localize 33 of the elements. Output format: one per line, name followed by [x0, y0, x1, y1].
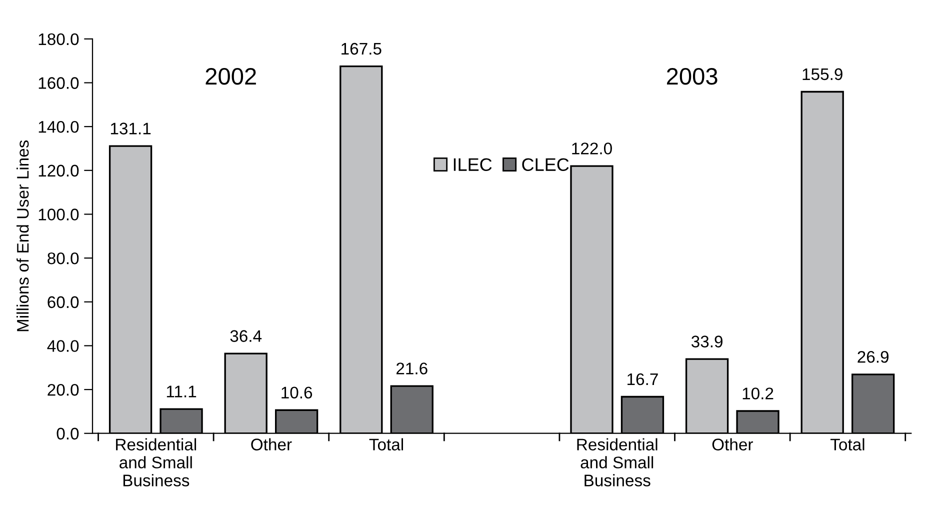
data-label: 131.1	[110, 122, 151, 134]
y-tick-label: 40.0	[47, 340, 79, 352]
y-tick-label: 120.0	[38, 164, 79, 177]
x-tick-label: Residential and Small Business	[116, 438, 196, 486]
y-tick-label: 140.0	[38, 120, 79, 133]
x-tick-label: Residential and Small Business	[577, 438, 658, 486]
y-tick-label: 80.0	[48, 252, 79, 264]
y-tick-label: 60.0	[48, 296, 79, 308]
data-label: 167.5	[342, 42, 382, 55]
annotation: 2003	[666, 68, 718, 85]
y-tick-label: 0.0	[56, 428, 79, 440]
data-label: 36.4	[230, 330, 262, 342]
y-tick-label: 180.0	[38, 33, 79, 46]
x-tick-label: Total	[830, 438, 864, 450]
y-tick-label: 20.0	[48, 384, 79, 396]
data-label: 16.7	[628, 373, 658, 386]
x-tick-label: Total	[369, 438, 403, 450]
y-axis-title: Millions of End User Lines	[16, 140, 29, 332]
x-tick-label: Other	[712, 438, 753, 450]
data-label: 21.6	[396, 362, 428, 374]
data-label: 11.1	[166, 386, 196, 398]
data-label: 10.6	[282, 386, 312, 399]
data-label: 33.9	[691, 336, 722, 348]
data-label: 155.9	[802, 68, 842, 80]
x-tick-label: Other	[251, 438, 292, 450]
legend-label: ILEC	[454, 158, 492, 171]
y-tick-label: 160.0	[38, 77, 79, 89]
legend-label: CLEC	[522, 158, 569, 171]
data-label: 10.2	[742, 388, 774, 400]
annotation: 2002	[206, 68, 256, 85]
data-label: 26.9	[858, 350, 889, 363]
data-label: 122.0	[572, 142, 612, 154]
y-tick-label: 100.0	[38, 208, 79, 220]
